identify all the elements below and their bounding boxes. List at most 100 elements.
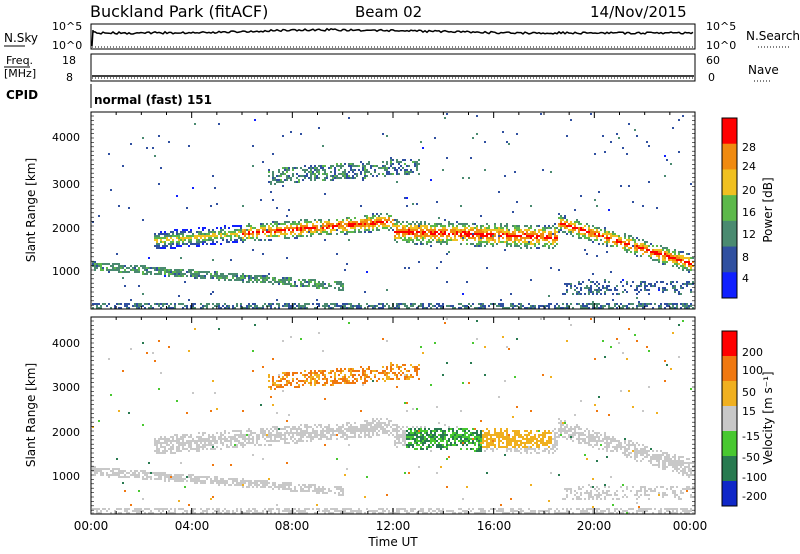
power-cell <box>580 283 582 285</box>
velocity-cell <box>216 440 218 442</box>
velocity-cell <box>210 410 212 412</box>
power-cell <box>416 239 418 241</box>
velocity-cell <box>224 440 226 442</box>
power-cell <box>144 267 146 269</box>
power-cell <box>470 305 472 307</box>
power-cell <box>424 225 426 227</box>
power-cell <box>506 239 508 241</box>
power-cell <box>324 177 326 179</box>
power-cell <box>238 237 240 239</box>
power-cell <box>322 227 324 229</box>
power-cell <box>388 217 390 219</box>
power-cell <box>596 293 598 295</box>
velocity-cell <box>248 482 250 484</box>
power-cell <box>132 267 134 269</box>
velocity-cell <box>354 430 356 432</box>
velocity-cell <box>338 430 340 432</box>
power-cell <box>316 175 318 177</box>
power-cell <box>240 303 242 305</box>
power-cell <box>134 267 136 269</box>
velocity-cell <box>396 436 398 438</box>
power-cell <box>662 291 664 293</box>
power-cell <box>306 281 308 283</box>
power-cell <box>374 215 376 217</box>
power-cell <box>558 269 560 271</box>
power-cell <box>170 303 172 305</box>
velocity-cell <box>340 488 342 490</box>
power-cell <box>100 267 102 269</box>
power-cell <box>540 229 542 231</box>
velocity-cell <box>316 436 318 438</box>
power-cell <box>644 287 646 289</box>
power-cell <box>172 239 174 241</box>
velocity-cell <box>224 436 226 438</box>
velocity-cell <box>142 478 144 480</box>
power-cell <box>568 225 570 227</box>
velocity-cell <box>314 370 316 372</box>
power-cell <box>306 169 308 171</box>
power-cell <box>214 273 216 275</box>
velocity-cell <box>164 450 166 452</box>
power-cell <box>172 235 174 237</box>
power-cell <box>358 223 360 225</box>
power-cell <box>262 277 264 279</box>
power-cell <box>276 181 278 183</box>
velocity-cell <box>368 510 370 512</box>
power-cell <box>630 251 632 253</box>
velocity-cell <box>258 434 260 436</box>
velocity-cell <box>168 474 170 476</box>
power-cell <box>346 175 348 177</box>
velocity-cell <box>334 380 336 382</box>
power-cell <box>480 225 482 227</box>
power-cell <box>302 179 304 181</box>
power-cell <box>160 269 162 271</box>
power-cell <box>254 275 256 277</box>
power-cell <box>598 303 600 305</box>
power-cell <box>634 245 636 247</box>
velocity-cell <box>402 372 404 374</box>
power-cell <box>244 307 246 309</box>
power-cell <box>556 227 558 229</box>
power-cell <box>512 225 514 227</box>
velocity-cell <box>160 512 162 514</box>
velocity-cell <box>150 478 152 480</box>
power-cell <box>670 255 672 257</box>
power-cell <box>670 253 672 255</box>
power-cell <box>190 239 192 241</box>
power-cell <box>466 227 468 229</box>
velocity-cell <box>384 380 386 382</box>
velocity-cell <box>294 508 296 510</box>
power-cell <box>428 229 430 231</box>
velocity-cell <box>304 426 306 428</box>
power-cell <box>176 241 178 243</box>
power-cell <box>374 165 376 167</box>
velocity-cell <box>192 478 194 480</box>
power-cell <box>580 307 582 309</box>
velocity-cell <box>264 482 266 484</box>
velocity-cell <box>156 450 158 452</box>
velocity-cell <box>240 444 242 446</box>
velocity-cell <box>322 378 324 380</box>
power-cell <box>230 239 232 241</box>
power-cell <box>270 191 272 193</box>
velocity-cell <box>314 374 316 376</box>
power-cell <box>258 231 260 233</box>
velocity-cell <box>264 508 266 510</box>
velocity-cell <box>190 510 192 512</box>
power-cell <box>270 303 272 305</box>
velocity-cell <box>190 440 192 442</box>
power-cell <box>526 235 528 237</box>
velocity-cell <box>266 480 268 482</box>
power-cell <box>534 305 536 307</box>
power-cell <box>524 243 526 245</box>
power-cell <box>558 307 560 309</box>
power-cell <box>364 165 366 167</box>
power-cell <box>348 239 350 241</box>
velocity-cell <box>232 482 234 484</box>
power-cell <box>620 237 622 239</box>
velocity-cell <box>366 420 368 422</box>
power-cell <box>538 241 540 243</box>
power-cell <box>142 265 144 267</box>
velocity-cell <box>358 428 360 430</box>
velocity-cell <box>188 450 190 452</box>
